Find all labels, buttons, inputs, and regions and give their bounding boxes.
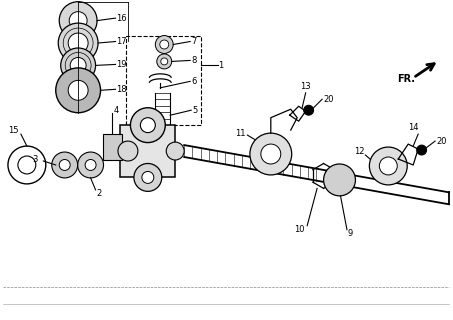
Circle shape bbox=[59, 2, 97, 40]
Circle shape bbox=[417, 145, 427, 155]
Text: 9: 9 bbox=[348, 229, 353, 238]
Text: 17: 17 bbox=[116, 37, 127, 46]
Circle shape bbox=[52, 152, 77, 178]
Circle shape bbox=[155, 36, 173, 53]
Circle shape bbox=[56, 68, 101, 113]
Circle shape bbox=[130, 108, 165, 143]
Text: 20: 20 bbox=[436, 137, 447, 146]
Circle shape bbox=[68, 33, 88, 53]
Text: 3: 3 bbox=[32, 155, 37, 164]
Circle shape bbox=[250, 133, 292, 175]
Circle shape bbox=[85, 159, 96, 171]
Text: 19: 19 bbox=[116, 60, 127, 69]
Text: FR.: FR. bbox=[397, 74, 415, 84]
Circle shape bbox=[140, 118, 155, 132]
Circle shape bbox=[59, 159, 70, 171]
Circle shape bbox=[77, 152, 104, 178]
Circle shape bbox=[379, 157, 397, 175]
Text: 6: 6 bbox=[191, 77, 197, 86]
Text: 14: 14 bbox=[408, 123, 419, 132]
Circle shape bbox=[161, 58, 168, 65]
Text: 18: 18 bbox=[116, 85, 127, 94]
Text: 20: 20 bbox=[323, 95, 333, 104]
Text: 1: 1 bbox=[218, 61, 224, 70]
Circle shape bbox=[323, 164, 356, 196]
Bar bbox=[103, 134, 122, 160]
Text: 15: 15 bbox=[9, 126, 19, 135]
Circle shape bbox=[261, 144, 281, 164]
Text: 12: 12 bbox=[354, 147, 365, 156]
Text: 2: 2 bbox=[96, 189, 102, 198]
Circle shape bbox=[58, 23, 98, 63]
Text: 5: 5 bbox=[192, 106, 198, 115]
Text: 16: 16 bbox=[116, 14, 127, 23]
Circle shape bbox=[166, 142, 184, 160]
Text: 10: 10 bbox=[294, 225, 304, 234]
Circle shape bbox=[134, 164, 162, 191]
Circle shape bbox=[61, 48, 96, 83]
Text: 8: 8 bbox=[191, 56, 197, 65]
Circle shape bbox=[118, 141, 138, 161]
Circle shape bbox=[70, 58, 86, 73]
Text: 4: 4 bbox=[114, 106, 119, 115]
Circle shape bbox=[160, 40, 169, 49]
Circle shape bbox=[158, 141, 168, 151]
Text: 7: 7 bbox=[191, 37, 197, 46]
Circle shape bbox=[69, 12, 87, 29]
Text: 11: 11 bbox=[235, 129, 246, 138]
Bar bbox=[120, 125, 175, 177]
Circle shape bbox=[142, 172, 154, 183]
Circle shape bbox=[304, 105, 313, 115]
Circle shape bbox=[68, 80, 88, 100]
Circle shape bbox=[157, 54, 172, 69]
Text: 13: 13 bbox=[300, 82, 310, 91]
Bar bbox=[126, 36, 201, 125]
Circle shape bbox=[369, 147, 407, 185]
